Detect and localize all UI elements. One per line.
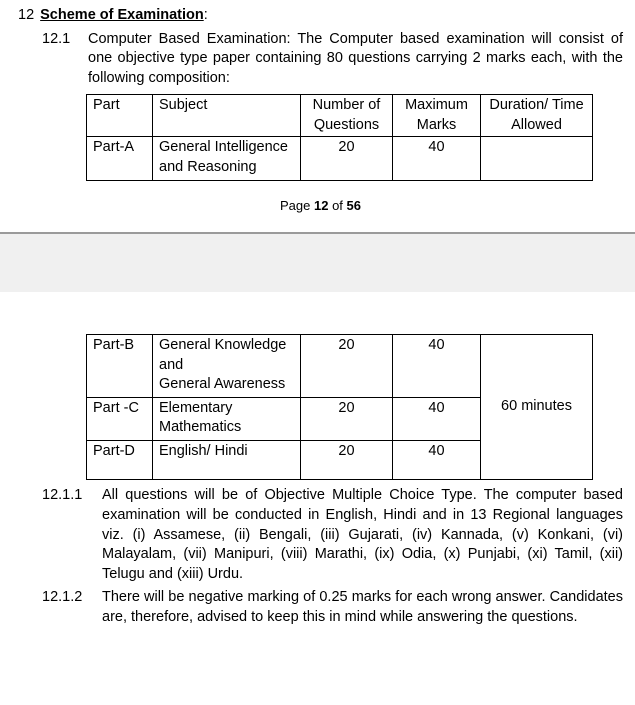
cell-mm: 40 <box>393 397 481 440</box>
footer-page: 12 <box>314 198 328 213</box>
section-heading: 12 Scheme of Examination: <box>18 6 623 26</box>
cell-part: Part-D <box>87 440 153 480</box>
footer-total: 56 <box>347 198 361 213</box>
clause-number: 12.1.1 <box>42 486 90 584</box>
exam-table-bottom: Part-B General Knowledge and General Awa… <box>86 334 623 480</box>
cell-subject: General Knowledge and General Awareness <box>153 335 301 398</box>
table-header-row: Part Subject Number of Questions Maximum… <box>87 95 593 137</box>
section-title: Scheme of Examination <box>40 7 204 23</box>
footer-mid: of <box>328 198 346 213</box>
header-duration: Duration/ Time Allowed <box>481 95 593 137</box>
cell-mm: 40 <box>393 440 481 480</box>
footer-prefix: Page <box>280 198 314 213</box>
header-subject: Subject <box>153 95 301 137</box>
clause-12-1-2: 12.1.2 There will be negative marking of… <box>42 588 623 627</box>
cell-part: Part -C <box>87 397 153 440</box>
section-colon: : <box>204 7 208 23</box>
cell-subject: Elementary Mathematics <box>153 397 301 440</box>
cell-nq: 20 <box>301 397 393 440</box>
table-row: Part-B General Knowledge and General Awa… <box>87 335 593 398</box>
clause-number: 12.1.2 <box>42 588 90 627</box>
clause-text: Computer Based Examination: The Computer… <box>88 30 623 89</box>
cell-nq: 20 <box>301 440 393 480</box>
cell-nq: 20 <box>301 335 393 398</box>
cell-subject: English/ Hindi <box>153 440 301 480</box>
header-num-questions: Number of Questions <box>301 95 393 137</box>
clause-number: 12.1 <box>42 30 76 89</box>
cell-part: Part-A <box>87 137 153 180</box>
cell-mm: 40 <box>393 335 481 398</box>
table-row: Part-A General Intelligence and Reasonin… <box>87 137 593 180</box>
clause-text: There will be negative marking of 0.25 m… <box>102 588 623 627</box>
clause-12-1-1: 12.1.1 All questions will be of Objectiv… <box>42 486 623 584</box>
clause-text: All questions will be of Objective Multi… <box>102 486 623 584</box>
cell-mm: 40 <box>393 137 481 180</box>
page-footer: Page 12 of 56 <box>18 197 623 215</box>
page-break <box>0 232 635 292</box>
cell-nq: 20 <box>301 137 393 180</box>
header-part: Part <box>87 95 153 137</box>
section-number: 12 <box>18 6 34 26</box>
clause-12-1: 12.1 Computer Based Examination: The Com… <box>42 30 623 89</box>
cell-subject: General Intelligence and Reasoning <box>153 137 301 180</box>
cell-duration-empty <box>481 137 593 180</box>
cell-part: Part-B <box>87 335 153 398</box>
header-max-marks: Maximum Marks <box>393 95 481 137</box>
cell-duration: 60 minutes <box>481 335 593 480</box>
exam-table-top: Part Subject Number of Questions Maximum… <box>86 94 623 180</box>
